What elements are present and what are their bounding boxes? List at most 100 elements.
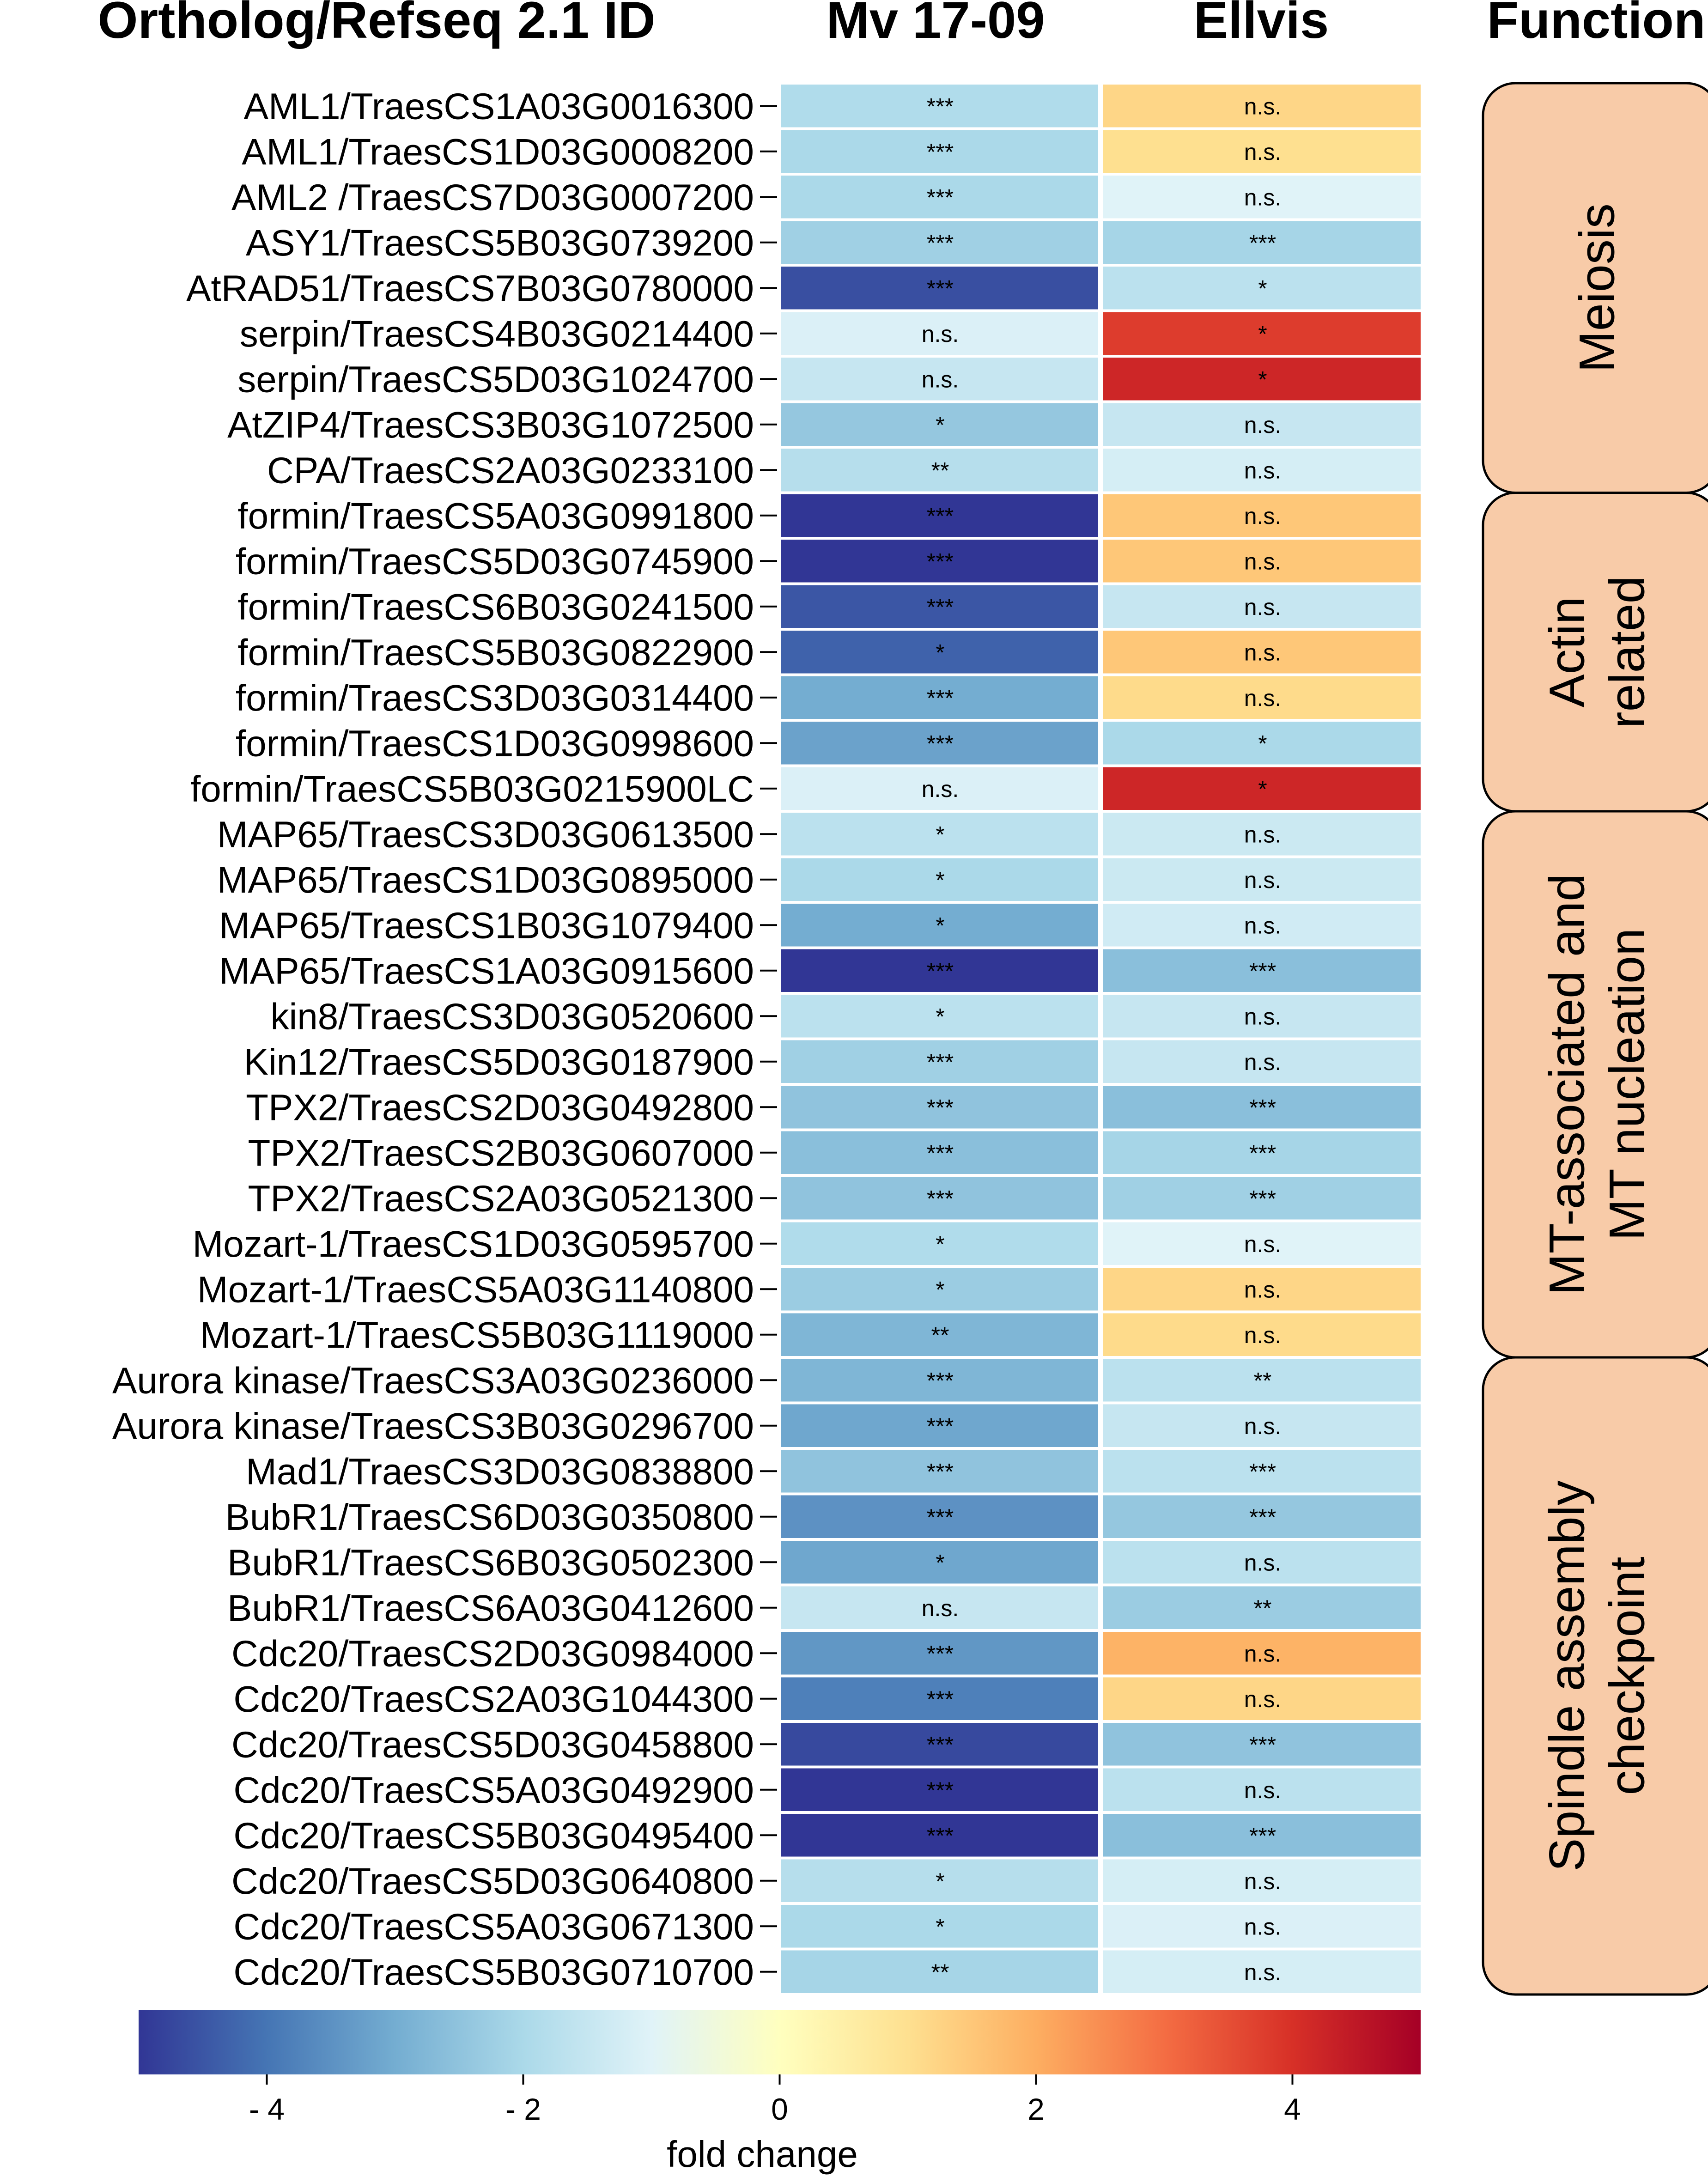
- significance-label: ***: [1249, 1459, 1276, 1484]
- significance-label: ***: [927, 1140, 954, 1166]
- heatmap-cell: [781, 722, 1098, 765]
- significance-label: n.s.: [1244, 457, 1282, 483]
- row-label: formin/TraesCS3D03G0314400: [236, 677, 754, 718]
- row-label: MAP65/TraesCS1B03G1079400: [219, 905, 754, 946]
- heatmap-cell: [1103, 85, 1421, 128]
- heatmap-cell: [1103, 1768, 1421, 1811]
- heatmap-cell: [781, 1950, 1098, 1993]
- header-function: Function: [1487, 0, 1706, 49]
- significance-label: ***: [927, 1777, 954, 1803]
- significance-label: ***: [927, 1368, 954, 1393]
- row-label: AML1/TraesCS1A03G0016300: [244, 85, 754, 127]
- row-label: Cdc20/TraesCS5B03G0710700: [233, 1952, 754, 1993]
- significance-label: ***: [927, 1459, 954, 1484]
- significance-label: ***: [927, 1049, 954, 1075]
- heatmap-cell: [781, 1632, 1098, 1675]
- significance-label: n.s.: [1244, 184, 1282, 210]
- heatmap-cell: [1103, 676, 1421, 719]
- heatmap-cell: [781, 1222, 1098, 1265]
- significance-label: ***: [927, 503, 954, 529]
- heatmap-cell: [781, 1359, 1098, 1402]
- significance-label: ***: [927, 1095, 954, 1120]
- row-label: Mozart-1/TraesCS5A03G1140800: [197, 1269, 754, 1310]
- significance-label: ***: [1249, 1186, 1276, 1211]
- heatmap-cell: [1103, 1131, 1421, 1174]
- colorbar-tick-label: 4: [1284, 2092, 1301, 2126]
- function-group-box: [1482, 810, 1708, 1359]
- function-group-label: related: [1599, 576, 1655, 728]
- row-label: formin/TraesCS1D03G0998600: [236, 723, 754, 764]
- heatmap-cell: [1103, 1632, 1421, 1675]
- significance-label: *: [936, 1550, 944, 1575]
- significance-label: n.s.: [1244, 639, 1282, 665]
- colorbar-tick-label: - 2: [505, 2092, 541, 2126]
- row-label: Aurora kinase/TraesCS3A03G0236000: [112, 1360, 754, 1401]
- significance-label: ***: [927, 1186, 954, 1211]
- heatmap-cell: [781, 130, 1098, 173]
- significance-label: ***: [927, 1732, 954, 1757]
- significance-label: n.s.: [1244, 1413, 1282, 1439]
- significance-label: *: [936, 1914, 944, 1940]
- heatmap-cell: [1103, 221, 1421, 264]
- heatmap-cell: [1103, 130, 1421, 173]
- significance-label: ***: [1249, 958, 1276, 984]
- row-label: TPX2/TraesCS2A03G0521300: [248, 1178, 754, 1219]
- heatmap-cell: [781, 631, 1098, 674]
- significance-label: n.s.: [1244, 1959, 1282, 1985]
- significance-label: n.s.: [1244, 912, 1282, 938]
- row-label: Mozart-1/TraesCS5B03G1119000: [200, 1314, 754, 1356]
- significance-label: ***: [927, 1686, 954, 1712]
- function-group-box: [1482, 492, 1708, 813]
- heatmap-cell: [781, 403, 1098, 446]
- significance-label: n.s.: [922, 776, 959, 802]
- significance-label: *: [1258, 776, 1267, 802]
- significance-label: n.s.: [922, 321, 959, 347]
- significance-label: n.s.: [922, 366, 959, 392]
- heatmap-cell: [781, 904, 1098, 947]
- row-label: formin/TraesCS5B03G0215900LC: [190, 768, 754, 809]
- colorbar-tick-label: 2: [1027, 2092, 1045, 2126]
- significance-label: *: [936, 1231, 944, 1257]
- significance-label: ***: [1249, 1823, 1276, 1849]
- heatmap-cell: [1103, 1723, 1421, 1766]
- heatmap-cell: [781, 1723, 1098, 1766]
- significance-label: ***: [1249, 230, 1276, 256]
- row-label: formin/TraesCS5B03G0822900: [237, 632, 754, 673]
- heatmap-cell: [1103, 585, 1421, 628]
- heatmap-cell: [1103, 1677, 1421, 1720]
- heatmap-cell: [781, 949, 1098, 992]
- significance-label: n.s.: [922, 1595, 959, 1621]
- significance-label: n.s.: [1244, 1049, 1282, 1075]
- significance-label: **: [931, 1322, 949, 1348]
- heatmap-cell: [781, 995, 1098, 1038]
- row-label: formin/TraesCS5D03G0745900: [236, 541, 754, 582]
- heatmap-cell: [1103, 449, 1421, 492]
- row-label: BubR1/TraesCS6B03G0502300: [227, 1542, 754, 1583]
- heatmap-cell: [1103, 631, 1421, 674]
- heatmap-cell: [1103, 494, 1421, 537]
- colorbar-tick-label: - 4: [249, 2092, 285, 2126]
- function-groups: Meiosis Actin related MT-associated and MT n…: [1482, 82, 1708, 1996]
- heatmap-cell: [781, 767, 1098, 810]
- significance-label: ***: [927, 139, 954, 165]
- heatmap-cell: [1103, 1859, 1421, 1902]
- row-label: AML2 /TraesCS7D03G0007200: [231, 176, 754, 218]
- significance-label: **: [931, 457, 949, 483]
- row-label: Mad1/TraesCS3D03G0838800: [246, 1451, 754, 1492]
- significance-label: n.s.: [1244, 867, 1282, 893]
- heatmap-cell: [781, 676, 1098, 719]
- row-label: AML1/TraesCS1D03G0008200: [242, 131, 754, 172]
- significance-label: n.s.: [1244, 1777, 1282, 1803]
- heatmap-cell: [1103, 1040, 1421, 1083]
- row-label: AtZIP4/TraesCS3B03G1072500: [227, 404, 754, 445]
- row-label: AtRAD51/TraesCS7B03G0780000: [186, 268, 754, 309]
- heatmap-cell: [1103, 1586, 1421, 1629]
- row-label: BubR1/TraesCS6D03G0350800: [225, 1496, 754, 1538]
- row-label: Kin12/TraesCS5D03G0187900: [244, 1041, 754, 1082]
- significance-label: ***: [927, 1504, 954, 1530]
- significance-label: ***: [927, 685, 954, 711]
- significance-label: *: [936, 912, 944, 938]
- significance-label: ***: [927, 230, 954, 256]
- heatmap-cell: [781, 449, 1098, 492]
- heatmap-cell: [781, 1404, 1098, 1447]
